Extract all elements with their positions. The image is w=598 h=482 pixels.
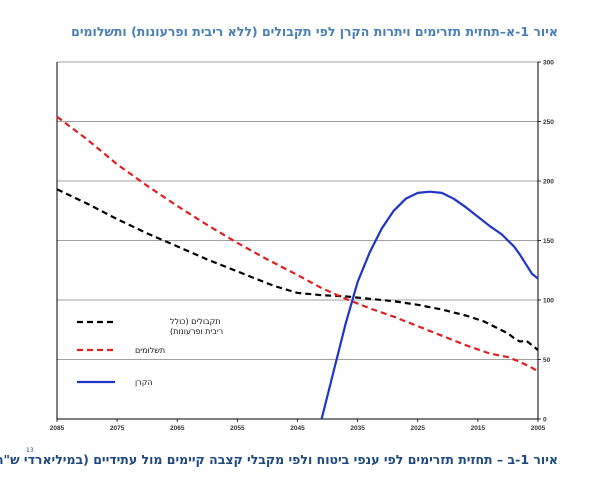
chart-title: איור 1-א–תחזית תזרימים ויתרות הקרן לפי ת… [71, 24, 558, 39]
y-tick-label: 50 [543, 357, 551, 364]
x-tick-label: 2005 [531, 425, 546, 432]
x-tick-label: 2075 [110, 425, 125, 432]
y-tick-label: 250 [543, 119, 554, 126]
series-line-0 [56, 188, 539, 351]
series-line-2 [320, 190, 539, 420]
x-tick-label: 2065 [170, 425, 185, 432]
legend-label-0-b: ריבית ופרעונות) [170, 327, 223, 336]
next-figure-caption: איור 1-ב – תחזית תזרימים לפי ענפי ביטוח … [0, 452, 558, 467]
x-tick-label: 2025 [411, 425, 426, 432]
y-tick-label: 100 [543, 298, 554, 305]
x-tick-label: 2035 [350, 425, 365, 432]
series-line-1 [56, 115, 539, 373]
x-tick-label: 2085 [50, 425, 65, 432]
legend-label-1: תשלומים [135, 346, 165, 355]
y-tick-label: 0 [543, 417, 547, 424]
y-tick-label: 150 [543, 238, 554, 245]
series-lines [56, 115, 539, 420]
gridlines [57, 61, 538, 420]
x-tick-label: 2015 [471, 425, 486, 432]
y-tick-label: 200 [543, 179, 554, 186]
y-tick-label: 300 [543, 60, 554, 67]
x-tick-label: 2055 [230, 425, 245, 432]
legend-label-0-a: תקבולים (כולל [170, 317, 221, 326]
legend-label-2: הקרן [135, 378, 153, 387]
x-tick-label: 2045 [290, 425, 305, 432]
footnote-marker: 13 [26, 447, 34, 454]
axes: 0 50 100 150 200 250 300 2085 2075 2065 2055 2045 20… [50, 60, 554, 433]
